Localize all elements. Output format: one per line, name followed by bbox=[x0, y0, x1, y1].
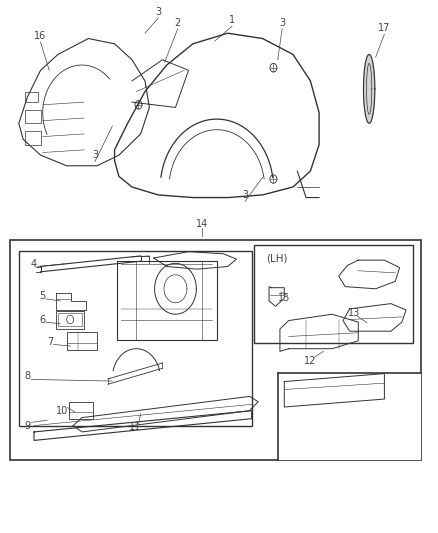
Text: 6: 6 bbox=[40, 314, 46, 325]
Bar bbox=[67, 332, 97, 350]
Text: 3: 3 bbox=[242, 190, 248, 200]
Text: 4: 4 bbox=[31, 259, 37, 269]
Bar bbox=[56, 311, 84, 328]
Text: (LH): (LH) bbox=[266, 253, 287, 263]
Text: 17: 17 bbox=[378, 23, 391, 33]
Text: 5: 5 bbox=[39, 290, 46, 301]
Text: 2: 2 bbox=[174, 18, 181, 28]
Text: 3: 3 bbox=[92, 150, 98, 160]
Text: 10: 10 bbox=[56, 406, 68, 416]
Bar bbox=[25, 92, 39, 102]
Bar bbox=[58, 313, 82, 326]
Text: 3: 3 bbox=[155, 7, 161, 17]
Text: 13: 13 bbox=[348, 308, 360, 318]
Text: 8: 8 bbox=[25, 372, 31, 381]
Bar bbox=[254, 245, 413, 343]
Bar bbox=[69, 402, 93, 419]
Text: 11: 11 bbox=[129, 422, 141, 432]
Text: 7: 7 bbox=[47, 337, 53, 347]
Bar bbox=[117, 261, 217, 340]
Text: 3: 3 bbox=[279, 18, 285, 28]
Bar bbox=[25, 131, 41, 144]
Text: 16: 16 bbox=[35, 31, 47, 41]
Bar bbox=[278, 373, 421, 460]
Bar bbox=[19, 251, 252, 425]
Bar bbox=[25, 110, 41, 123]
Text: 1: 1 bbox=[229, 15, 235, 25]
Text: 14: 14 bbox=[195, 219, 208, 229]
Bar bbox=[10, 240, 421, 460]
Text: 12: 12 bbox=[304, 356, 317, 366]
Text: 15: 15 bbox=[278, 293, 290, 303]
Polygon shape bbox=[364, 54, 375, 123]
Text: 9: 9 bbox=[25, 421, 31, 431]
